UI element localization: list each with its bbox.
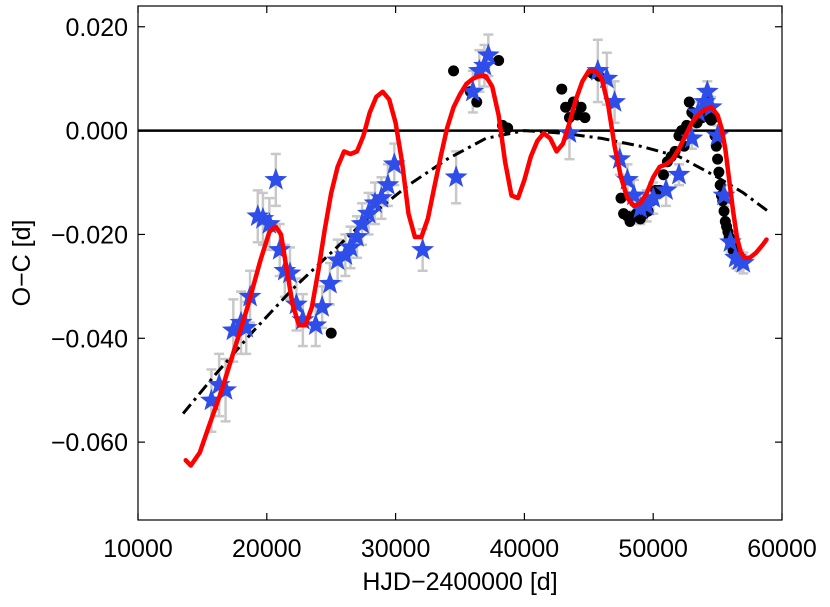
data-point-star xyxy=(304,313,328,335)
y-axis-title: O−C [d] xyxy=(8,220,36,307)
data-point-star xyxy=(712,183,736,206)
data-point-star xyxy=(719,230,742,252)
data-point-dot xyxy=(658,169,670,181)
data-point-star xyxy=(310,295,334,317)
data-point-star xyxy=(376,173,400,195)
data-point-star xyxy=(603,90,626,112)
x-tick-label: 30000 xyxy=(361,535,431,563)
data-point-dot xyxy=(556,83,568,95)
plot-area xyxy=(138,6,782,520)
data-point-dot xyxy=(712,153,724,165)
data-point-dot xyxy=(471,96,483,108)
data-point-star xyxy=(370,186,393,208)
data-point-dot xyxy=(493,55,505,67)
y-tick-label: −0.040 xyxy=(51,325,128,353)
x-ticks: 10000 20000 30000 40000 50000 60000 xyxy=(103,6,817,563)
data-point-star xyxy=(586,58,610,81)
data-point-star xyxy=(654,178,678,200)
data-point-star xyxy=(411,238,435,260)
data-point-dot xyxy=(713,166,725,178)
data-point-dot xyxy=(560,101,572,113)
data-point-star xyxy=(476,43,500,65)
data-point-star xyxy=(264,167,288,190)
data-point-star xyxy=(461,79,485,102)
data-point-dot xyxy=(502,122,514,134)
data-point-star xyxy=(558,121,581,143)
data-point-star xyxy=(667,162,691,185)
data-point-dot xyxy=(615,192,627,204)
data-point-star xyxy=(345,225,369,247)
data-point-star xyxy=(628,196,652,219)
data-point-star xyxy=(318,271,342,294)
x-tick-label: 10000 xyxy=(103,535,173,563)
data-point-dot xyxy=(718,205,730,217)
y-tick-label: 0.000 xyxy=(65,118,128,146)
x-tick-label: 50000 xyxy=(618,535,688,563)
data-point-star xyxy=(207,373,231,395)
data-point-star xyxy=(693,90,717,112)
data-point-star xyxy=(291,308,315,330)
data-point-star xyxy=(200,388,223,411)
data-point-dot xyxy=(325,327,337,339)
red-fit-line xyxy=(183,68,769,468)
data-point-star xyxy=(258,212,281,234)
data-point-star xyxy=(695,79,719,102)
data-point-star xyxy=(444,165,468,187)
data-point-star xyxy=(382,152,406,175)
data-point-star xyxy=(731,251,755,273)
data-point-star xyxy=(251,206,275,229)
data-point-star xyxy=(616,167,639,190)
x-axis-title: HJD−2400000 [d] xyxy=(362,568,557,596)
plot-frame xyxy=(137,5,783,521)
data-point-star xyxy=(680,126,704,149)
x-tick-label: 60000 xyxy=(747,535,817,563)
data-point-dot xyxy=(448,65,460,77)
data-point-star xyxy=(234,315,258,338)
data-point-star xyxy=(363,191,387,213)
data-point-star xyxy=(641,186,665,208)
data-point-star xyxy=(214,378,237,400)
y-tick-label: −0.060 xyxy=(51,429,128,457)
data-point-star xyxy=(326,248,350,271)
data-point-star xyxy=(706,123,729,146)
y-ticks: 0.020 0.000 −0.020 −0.040 −0.060 xyxy=(51,14,782,457)
x-tick-label: 40000 xyxy=(490,535,560,563)
x-tick-label: 20000 xyxy=(232,535,302,563)
data-point-star xyxy=(268,238,292,260)
data-point-star xyxy=(595,66,619,89)
data-point-star xyxy=(635,193,659,216)
data-point-dot xyxy=(579,112,591,124)
data-point-dot xyxy=(575,101,587,113)
y-tick-label: −0.020 xyxy=(51,221,128,249)
data-point-star xyxy=(622,183,646,206)
data-point-star xyxy=(278,261,302,284)
y-tick-label: 0.020 xyxy=(65,14,128,42)
data-point-star xyxy=(221,318,245,341)
data-point-star xyxy=(608,147,632,169)
data-point-star xyxy=(285,292,308,315)
data-point-dot xyxy=(683,96,695,108)
data-point-star xyxy=(473,53,496,76)
